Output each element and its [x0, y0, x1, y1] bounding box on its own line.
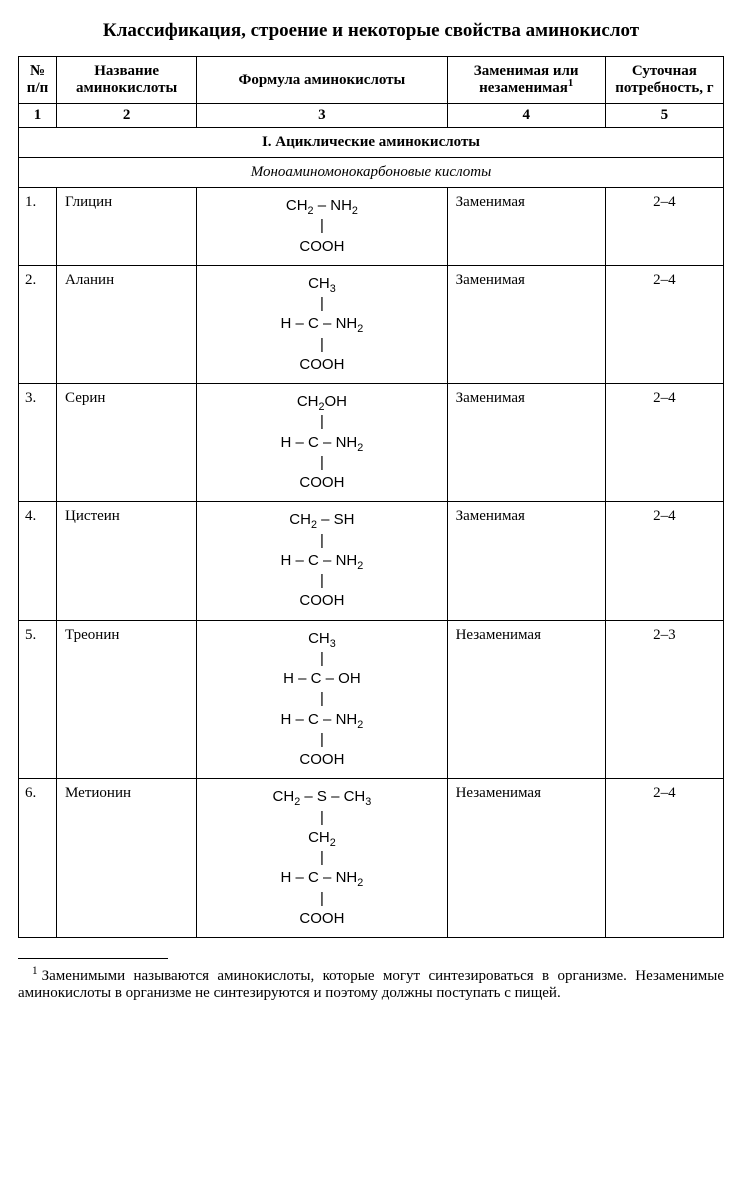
section-row: I. Ациклические аминокислоты: [19, 128, 724, 158]
cell-requirement: 2–4: [605, 188, 723, 266]
cell-requirement: 2–3: [605, 620, 723, 779]
cell-name: Метионин: [57, 779, 197, 938]
column-numbers-row: 1 2 3 4 5: [19, 104, 724, 128]
cell-index: 5.: [19, 620, 57, 779]
cell-essential: Заменимая: [447, 502, 605, 620]
col-header-essential: Заменимая или незаменимая1: [447, 57, 605, 104]
subsection-row: Моноаминомонокарбоновые кислоты: [19, 158, 724, 188]
cell-formula-alanine: CH3 | H – C – NH2 | COOH: [197, 265, 447, 383]
cell-index: 2.: [19, 265, 57, 383]
col-header-formula: Формула аминокислоты: [197, 57, 447, 104]
cell-essential: Заменимая: [447, 188, 605, 266]
table-row: 3. Серин CH2OH | H – C – NH2 | COOH Заме…: [19, 384, 724, 502]
table-row: 4. Цистеин CH2 – SH | H – C – NH2 | COOH…: [19, 502, 724, 620]
col-header-name: Название аминокислоты: [57, 57, 197, 104]
cell-name: Глицин: [57, 188, 197, 266]
col-header-index: № п/п: [19, 57, 57, 104]
footnote-text: Заменимыми называются аминокислоты, кото…: [18, 968, 724, 1001]
table-row: 2. Аланин CH3 | H – C – NH2 | COOH Замен…: [19, 265, 724, 383]
cell-requirement: 2–4: [605, 779, 723, 938]
cell-name: Треонин: [57, 620, 197, 779]
footnote-marker: 1: [18, 965, 42, 977]
cell-formula-glycine: CH2 – NH2 | COOH: [197, 188, 447, 266]
cell-formula-methionine: CH2 – S – CH3 | CH2 | H – C – NH2 | COOH: [197, 779, 447, 938]
cell-formula-serine: CH2OH | H – C – NH2 | COOH: [197, 384, 447, 502]
cell-index: 6.: [19, 779, 57, 938]
cell-requirement: 2–4: [605, 502, 723, 620]
table-row: 6. Метионин CH2 – S – CH3 | CH2 | H – C …: [19, 779, 724, 938]
footnote: 1Заменимыми называются аминокислоты, кот…: [18, 965, 724, 1002]
cell-requirement: 2–4: [605, 384, 723, 502]
colnum-4: 4: [447, 104, 605, 128]
table-row: 1. Глицин CH2 – NH2 | COOH Заменимая 2–4: [19, 188, 724, 266]
colnum-2: 2: [57, 104, 197, 128]
cell-index: 1.: [19, 188, 57, 266]
cell-essential: Незаменимая: [447, 779, 605, 938]
amino-acids-table: № п/п Название аминокислоты Формула амин…: [18, 56, 724, 938]
cell-essential: Заменимая: [447, 384, 605, 502]
table-row: 5. Треонин CH3 | H – C – OH | H – C – NH…: [19, 620, 724, 779]
footnote-divider: [18, 958, 168, 959]
cell-index: 4.: [19, 502, 57, 620]
cell-formula-threonine: CH3 | H – C – OH | H – C – NH2 | COOH: [197, 620, 447, 779]
colnum-3: 3: [197, 104, 447, 128]
colnum-1: 1: [19, 104, 57, 128]
cell-essential: Незаменимая: [447, 620, 605, 779]
cell-name: Цистеин: [57, 502, 197, 620]
page-title: Классификация, строение и некоторые свой…: [18, 20, 724, 42]
header-row: № п/п Название аминокислоты Формула амин…: [19, 57, 724, 104]
cell-name: Серин: [57, 384, 197, 502]
section-title: I. Ациклические аминокислоты: [19, 128, 724, 158]
cell-formula-cysteine: CH2 – SH | H – C – NH2 | COOH: [197, 502, 447, 620]
subsection-title: Моноаминомонокарбоновые кислоты: [19, 158, 724, 188]
cell-essential: Заменимая: [447, 265, 605, 383]
cell-requirement: 2–4: [605, 265, 723, 383]
colnum-5: 5: [605, 104, 723, 128]
cell-index: 3.: [19, 384, 57, 502]
cell-name: Аланин: [57, 265, 197, 383]
col-header-requirement: Суточная потребность, г: [605, 57, 723, 104]
